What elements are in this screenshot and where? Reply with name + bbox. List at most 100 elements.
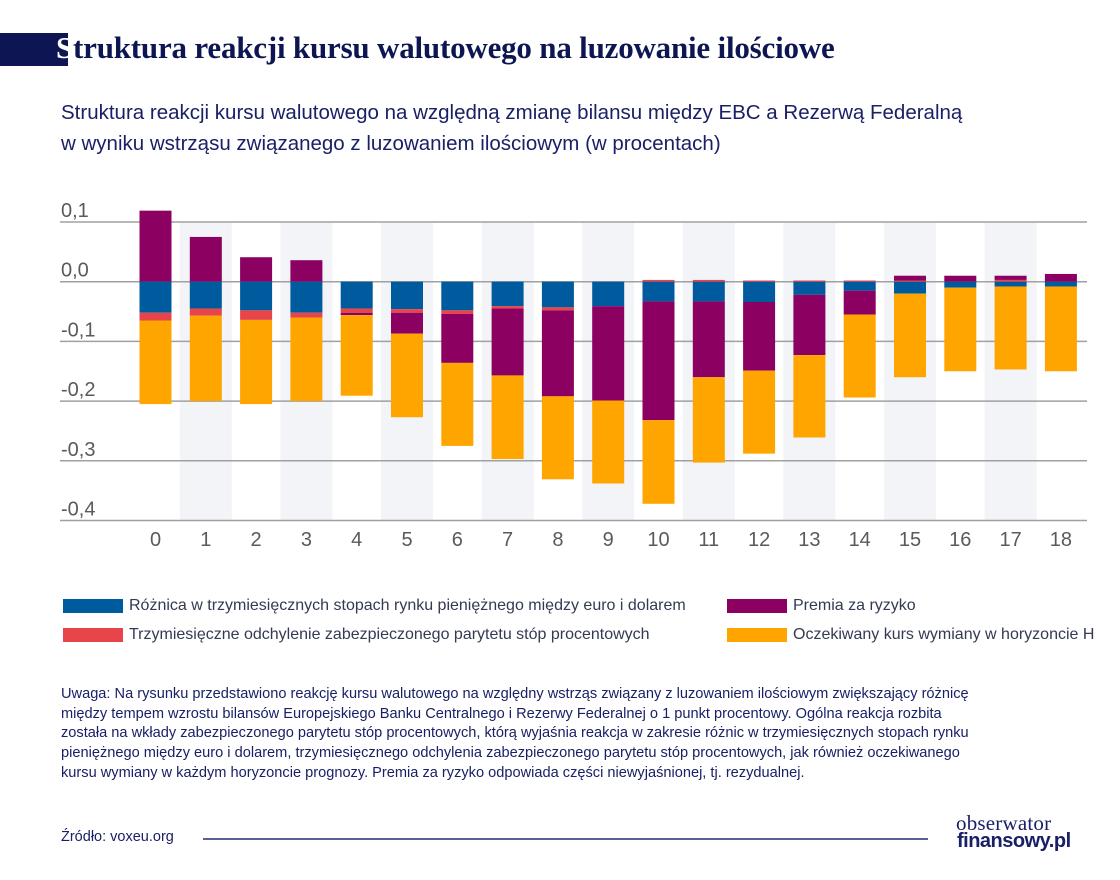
legend-item-risk-premium: Premia za ryzyko bbox=[727, 594, 916, 618]
bar-segment-purple bbox=[944, 275, 977, 282]
legend-swatch-red bbox=[63, 628, 123, 642]
bar-segment-orange bbox=[491, 375, 524, 460]
bar-segment-orange bbox=[139, 320, 172, 405]
bar-group bbox=[894, 275, 926, 378]
x-tick-label: 12 bbox=[748, 529, 770, 551]
bar-segment-purple bbox=[290, 260, 323, 282]
legend-swatch-blue bbox=[63, 599, 123, 613]
bar-segment-purple bbox=[541, 310, 574, 397]
bar-segment-orange bbox=[441, 362, 474, 446]
bar-segment-blue bbox=[894, 281, 926, 294]
bar-segment-orange bbox=[592, 400, 625, 484]
source-text: Źródło: voxeu.org bbox=[61, 829, 174, 845]
bar-group bbox=[994, 275, 1027, 370]
legend-label: Oczekiwany kurs wymiany w horyzoncie H bbox=[793, 626, 1095, 643]
bar-group bbox=[944, 275, 977, 372]
x-tick-label: 14 bbox=[849, 529, 871, 551]
bar-segment-purple bbox=[793, 294, 826, 356]
x-tick-label: 11 bbox=[698, 529, 719, 551]
legend-label: Trzymiesięczne odchylenie zabezpieczoneg… bbox=[129, 626, 650, 643]
bar-segment-red bbox=[441, 310, 474, 314]
x-tick-label: 15 bbox=[899, 529, 921, 551]
x-tick-label: 0 bbox=[150, 529, 161, 551]
x-tick-label: 4 bbox=[351, 529, 362, 551]
bar-segment-blue bbox=[240, 281, 273, 311]
legend-item-cip-deviation: Trzymiesięczne odchylenie zabezpieczoneg… bbox=[63, 623, 650, 647]
subtitle-line: Struktura reakcji kursu walutowego na wz… bbox=[61, 101, 963, 124]
bar-segment-orange bbox=[340, 315, 373, 396]
bar-segment-purple bbox=[340, 312, 373, 316]
bar-segment-red bbox=[541, 307, 574, 311]
bar-group bbox=[592, 281, 625, 484]
bar-segment-blue bbox=[642, 281, 675, 302]
background-band bbox=[984, 222, 1037, 521]
y-tick-label: -0,4 bbox=[61, 499, 95, 521]
bar-group bbox=[491, 281, 524, 460]
x-tick-label: 7 bbox=[502, 529, 513, 551]
bar-segment-red bbox=[139, 312, 172, 321]
bar-group bbox=[743, 280, 776, 454]
x-tick-label: 6 bbox=[452, 529, 463, 551]
bar-segment-red bbox=[240, 310, 273, 320]
legend-item-money-market-differential: Różnica w trzymiesięcznych stopach rynku… bbox=[63, 594, 686, 618]
note-line: została na wkłady zabezpieczonego paryte… bbox=[61, 725, 969, 742]
legend-swatch-purple bbox=[727, 599, 787, 613]
bar-group bbox=[642, 279, 675, 504]
stacked-bar-chart: 0,10,0-0,1-0,2-0,3-0,4 0 1 2 3 4 5 6 7 8 9 10 11 12 1… bbox=[60, 200, 1087, 551]
x-tick-label: 1 bbox=[200, 529, 211, 551]
bar-segment-blue bbox=[139, 281, 172, 313]
bar-segment-blue bbox=[340, 281, 373, 309]
bar-segment-red bbox=[340, 308, 373, 313]
legend-swatch-orange bbox=[727, 628, 787, 642]
bar-group bbox=[391, 281, 423, 418]
x-axis-ticks: 0 1 2 3 4 5 6 7 8 9 10 11 12 13 14 15 16 17 18 bbox=[150, 529, 1072, 551]
bar-segment-purple bbox=[743, 301, 776, 371]
note-line: kursu wymiany w każdym horyzoncie progno… bbox=[61, 764, 805, 781]
bar-segment-orange bbox=[743, 370, 776, 454]
bar-segment-orange bbox=[642, 420, 675, 504]
bar-group bbox=[189, 236, 222, 402]
logo: obserwator finansowy.pl bbox=[956, 813, 1071, 852]
note-line: Uwaga: Na rysunku przedstawiono reakcję … bbox=[61, 686, 969, 702]
bar-group bbox=[692, 279, 725, 463]
bar-segment-blue bbox=[189, 281, 222, 309]
bar-segment-orange bbox=[944, 287, 977, 372]
bar-segment-orange bbox=[290, 317, 323, 402]
bar-group bbox=[290, 260, 323, 402]
x-tick-label: 16 bbox=[949, 529, 971, 551]
bar-segment-blue bbox=[692, 281, 725, 302]
chart-note: Uwaga: Na rysunku przedstawiono reakcję … bbox=[61, 685, 1101, 784]
bar-segment-blue bbox=[491, 281, 524, 307]
y-tick-label: 0,0 bbox=[61, 260, 89, 282]
bar-segment-orange bbox=[391, 333, 423, 418]
bar-segment-orange bbox=[692, 377, 725, 463]
legend-label: Premia za ryzyko bbox=[793, 597, 916, 614]
bar-segment-red bbox=[642, 279, 675, 282]
legend-label: Różnica w trzymiesięcznych stopach rynku… bbox=[129, 597, 686, 614]
bar-group bbox=[843, 280, 876, 398]
x-tick-label: 2 bbox=[251, 529, 262, 551]
bar-segment-orange bbox=[541, 396, 574, 480]
bar-group bbox=[793, 280, 826, 438]
legend-item-expected-exchange-rate: Oczekiwany kurs wymiany w horyzoncie H bbox=[727, 623, 1094, 647]
bar-segment-red bbox=[994, 279, 1027, 282]
bar-segment-orange bbox=[894, 293, 926, 378]
bar-segment-purple bbox=[994, 275, 1027, 280]
title-first-letter: S bbox=[56, 30, 74, 65]
page-title: Struktura reakcji kursu walutowego na lu… bbox=[56, 30, 835, 66]
bar-segment-red bbox=[391, 309, 423, 313]
logo-line2: finansowy.pl bbox=[957, 830, 1071, 852]
bar-segment-purple bbox=[240, 257, 273, 282]
bar-segment-red bbox=[692, 279, 725, 282]
y-tick-label: -0,3 bbox=[61, 439, 95, 461]
note-line: między tempem wzrostu bilansów Europejsk… bbox=[61, 705, 942, 722]
bar-segment-blue bbox=[441, 281, 474, 311]
x-tick-label: 5 bbox=[401, 529, 412, 551]
note-line: pieniężnego między euro i dolarem, trzym… bbox=[61, 745, 960, 762]
bar-segment-orange bbox=[793, 355, 826, 438]
title-rest: truktura reakcji kursu walutowego na luz… bbox=[73, 30, 835, 65]
bar-segment-orange bbox=[1044, 286, 1077, 372]
bar-segment-red bbox=[793, 280, 826, 282]
bar-segment-purple bbox=[843, 290, 876, 315]
y-tick-label: -0,1 bbox=[61, 319, 95, 341]
